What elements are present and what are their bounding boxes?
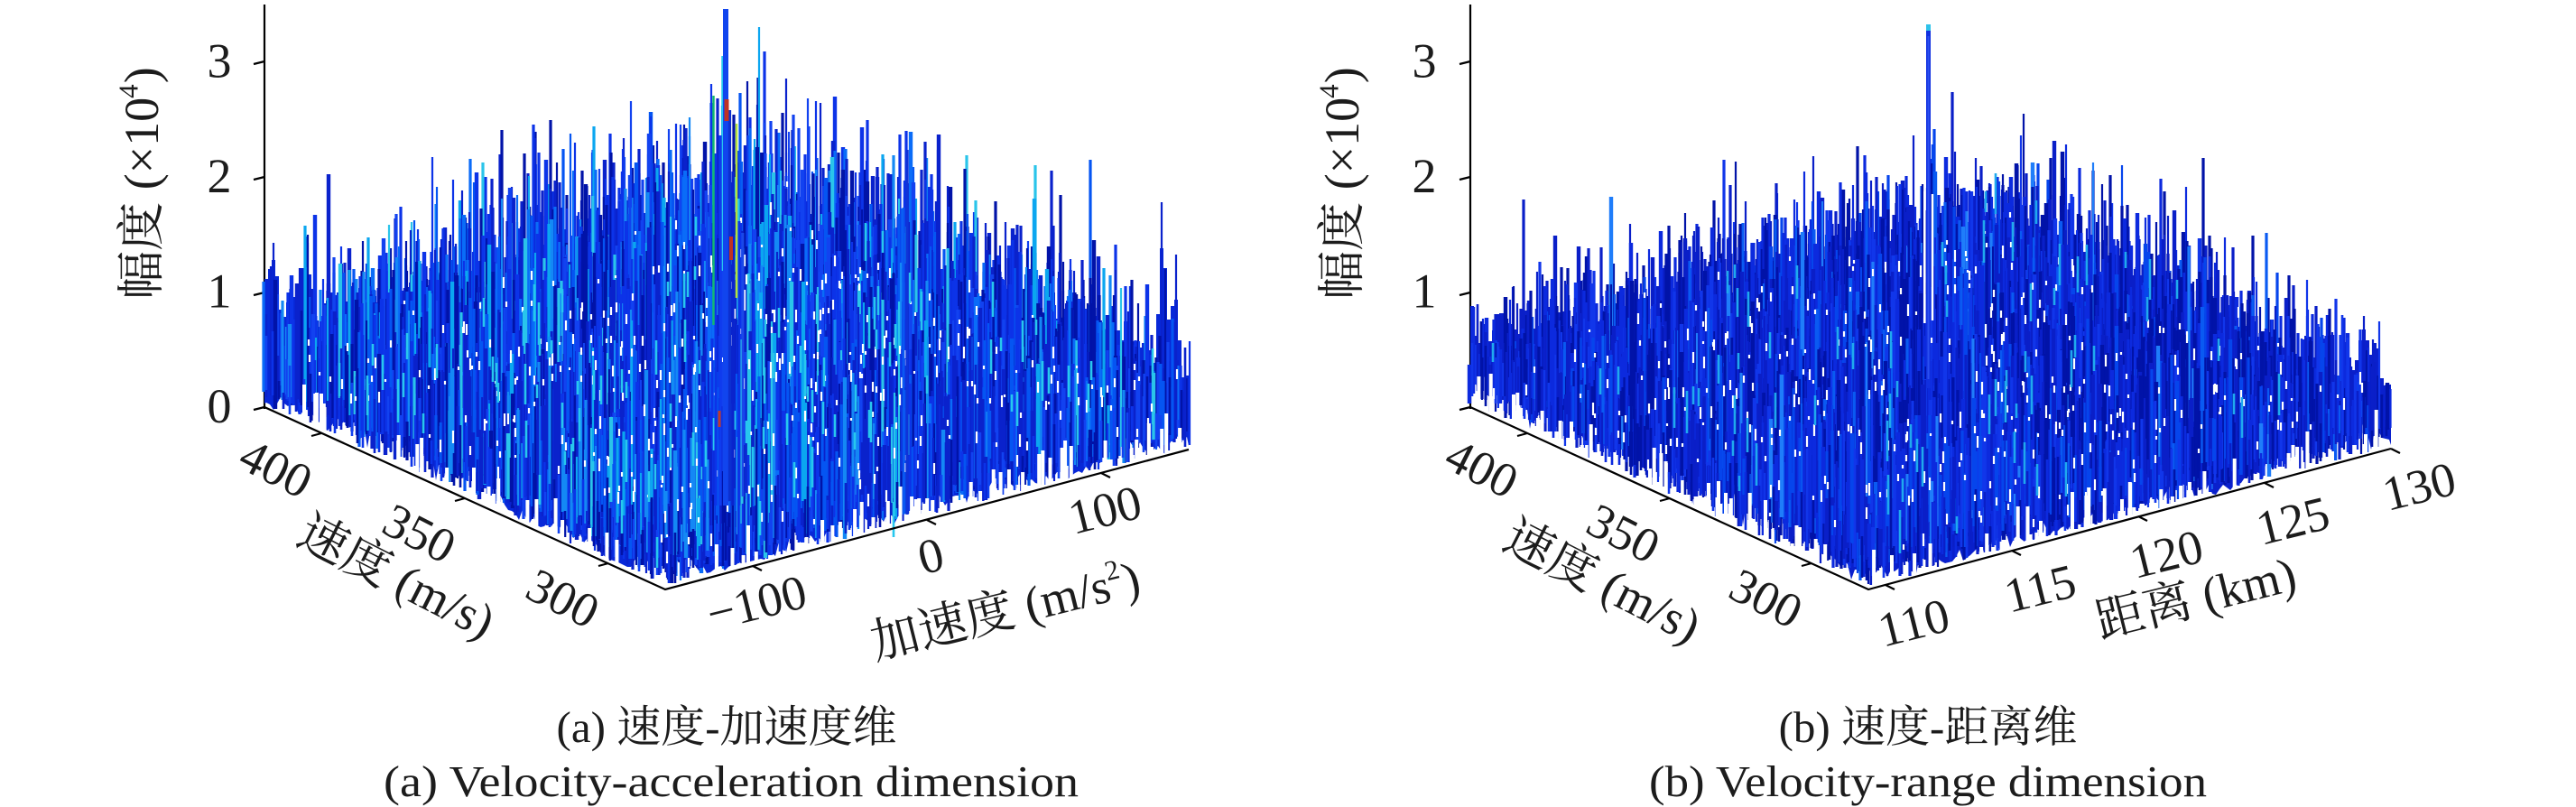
- svg-text:): ): [115, 67, 169, 83]
- svg-text:0: 0: [208, 379, 232, 433]
- svg-text:120: 120: [2125, 519, 2209, 589]
- svg-text:2: 2: [208, 149, 232, 203]
- svg-text:-: -: [705, 702, 719, 752]
- svg-text:2: 2: [1413, 149, 1437, 203]
- svg-text:130: 130: [2377, 451, 2461, 522]
- svg-text:3: 3: [208, 33, 232, 88]
- svg-text:(×10: (×10: [115, 97, 169, 190]
- svg-text:(×10: (×10: [1315, 97, 1369, 190]
- svg-text:400: 400: [231, 428, 320, 509]
- svg-text:110: 110: [1873, 588, 1955, 657]
- svg-text:125: 125: [2251, 486, 2335, 556]
- svg-text:(m/s): (m/s): [1593, 559, 1710, 654]
- svg-text:(a): (a): [557, 702, 606, 752]
- svg-text:100: 100: [1063, 475, 1147, 545]
- svg-text:(m/s): (m/s): [387, 554, 504, 649]
- svg-text:-: -: [1930, 702, 1944, 752]
- svg-text:4: 4: [1312, 84, 1344, 98]
- svg-text:(m/s: (m/s: [1019, 559, 1117, 632]
- svg-text:300: 300: [518, 558, 607, 639]
- svg-text:(a) Velocity-acceleration dime: (a) Velocity-acceleration dimension: [384, 756, 1079, 806]
- svg-text:3: 3: [1413, 33, 1437, 88]
- svg-text:400: 400: [1437, 428, 1526, 509]
- svg-text:(km): (km): [2196, 547, 2301, 623]
- svg-text:300: 300: [1721, 558, 1811, 639]
- svg-text:1: 1: [208, 264, 232, 318]
- svg-text:4: 4: [112, 84, 144, 98]
- svg-text:(b): (b): [1779, 702, 1830, 752]
- svg-text:1: 1: [1413, 264, 1437, 318]
- svg-text:): ): [1315, 67, 1369, 83]
- svg-text:(b) Velocity-range dimension: (b) Velocity-range dimension: [1649, 756, 2207, 806]
- svg-text:115: 115: [1999, 553, 2081, 623]
- svg-text:0: 0: [913, 526, 950, 585]
